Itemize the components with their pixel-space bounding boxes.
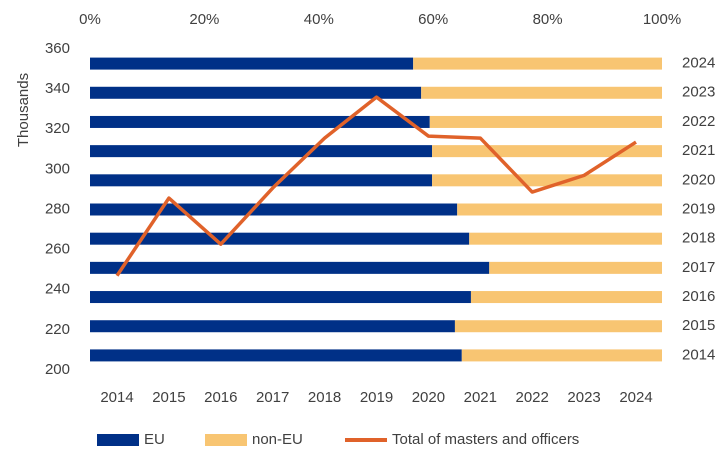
bar — [457, 203, 662, 216]
right-tick-label: 2018 — [682, 230, 715, 247]
bar — [90, 261, 490, 274]
bar — [90, 145, 433, 158]
bar — [469, 232, 662, 245]
top-tick-label: 40% — [304, 11, 334, 28]
legend-label: non-EU — [252, 431, 303, 448]
bar — [432, 174, 662, 187]
y-tick-label: 240 — [45, 281, 70, 298]
bar — [90, 291, 471, 304]
bar — [90, 232, 470, 245]
right-tick-label: 2022 — [682, 113, 715, 130]
bar — [470, 291, 662, 304]
right-tick-label: 2024 — [682, 55, 715, 72]
legend-label: Total of masters and officers — [392, 431, 579, 448]
x-tick-label: 2024 — [619, 389, 652, 406]
y-tick-label: 360 — [45, 40, 70, 57]
top-tick-label: 20% — [189, 11, 219, 28]
y-tick-label: 200 — [45, 361, 70, 378]
bar — [461, 349, 662, 362]
x-tick-label: 2017 — [256, 389, 289, 406]
x-tick-label: 2015 — [152, 389, 185, 406]
right-tick-label: 2015 — [682, 317, 715, 334]
x-tick-label: 2018 — [308, 389, 341, 406]
bar — [413, 57, 662, 70]
x-tick-label: 2023 — [567, 389, 600, 406]
top-tick-label: 60% — [418, 11, 448, 28]
line — [115, 95, 637, 277]
y-axis-label: Thousands — [15, 73, 32, 147]
right-tick-label: 2014 — [682, 346, 715, 363]
legend-label: EU — [144, 431, 165, 448]
bar — [90, 203, 458, 216]
right-tick-label: 2020 — [682, 171, 715, 188]
legend-swatch — [97, 434, 139, 446]
bar — [489, 261, 662, 274]
bar — [429, 115, 662, 128]
x-tick-label: 2021 — [464, 389, 497, 406]
right-tick-label: 2019 — [682, 200, 715, 217]
legend-swatch — [205, 434, 247, 446]
bar — [90, 349, 462, 362]
y-tick-label: 260 — [45, 241, 70, 258]
y-tick-label: 280 — [45, 200, 70, 217]
right-tick-label: 2017 — [682, 259, 715, 276]
top-tick-label: 100% — [643, 11, 681, 28]
bar — [90, 86, 422, 99]
top-tick-label: 80% — [533, 11, 563, 28]
right-tick-label: 2016 — [682, 288, 715, 305]
x-tick-label: 2020 — [412, 389, 445, 406]
bar — [90, 320, 455, 333]
y-tick-label: 300 — [45, 160, 70, 177]
bar — [454, 320, 662, 333]
right-tick-label: 2023 — [682, 84, 715, 101]
bar — [421, 86, 662, 99]
x-tick-label: 2014 — [100, 389, 133, 406]
x-tick-label: 2022 — [516, 389, 549, 406]
x-tick-label: 2019 — [360, 389, 393, 406]
bar — [90, 115, 430, 128]
y-tick-label: 340 — [45, 80, 70, 97]
y-tick-label: 220 — [45, 321, 70, 338]
y-tick-label: 320 — [45, 120, 70, 137]
bar — [90, 174, 433, 187]
right-tick-label: 2021 — [682, 142, 715, 159]
top-tick-label: 0% — [79, 11, 101, 28]
bar — [90, 57, 414, 70]
x-tick-label: 2016 — [204, 389, 237, 406]
